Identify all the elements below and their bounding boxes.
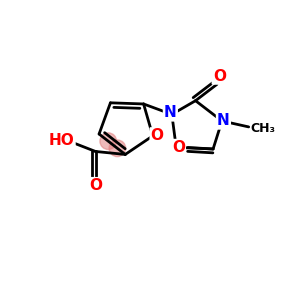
Text: N: N [217,113,230,128]
Text: O: O [89,178,102,193]
Text: CH₃: CH₃ [250,122,275,135]
Text: O: O [172,140,185,155]
Text: O: O [213,68,226,83]
Text: O: O [151,128,164,143]
Circle shape [109,140,126,157]
Text: HO: HO [49,133,74,148]
Circle shape [100,133,117,149]
Text: N: N [164,105,177,120]
